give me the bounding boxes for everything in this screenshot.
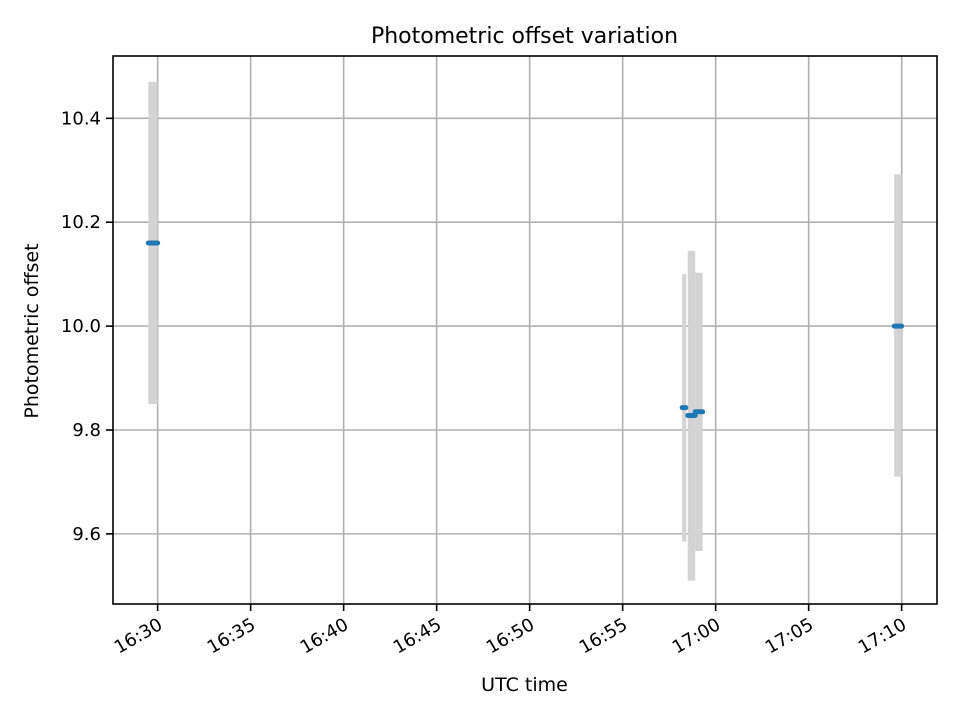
x-tick-label: 16:55 [576, 614, 631, 658]
x-tick-label: 16:45 [390, 614, 445, 658]
y-tick-label: 10.2 [61, 212, 101, 233]
y-axis-label: Photometric offset [21, 243, 43, 418]
x-tick-label: 16:30 [111, 614, 166, 658]
x-tick-label: 17:00 [669, 614, 724, 658]
y-tick-label: 9.6 [72, 524, 101, 545]
plot-frame [112, 55, 938, 605]
x-tick-label: 16:40 [297, 614, 352, 658]
x-tick-label: 17:10 [855, 614, 910, 658]
x-tick-label: 17:05 [762, 614, 817, 658]
x-axis-label: UTC time [481, 674, 568, 696]
data-point-layer [145, 240, 905, 418]
grid-layer [113, 56, 937, 604]
error-bar-layer [148, 81, 902, 581]
tick-layer: 16:30 16:35 16:40 16:45 16:50 16:55 17:00 17:05… [61, 108, 910, 658]
x-tick-label: 16:35 [204, 614, 259, 658]
y-tick-label: 10.4 [61, 108, 101, 129]
chart-title: Photometric offset variation [371, 24, 678, 49]
y-tick-label: 10.0 [61, 316, 101, 337]
x-tick-label: 16:50 [483, 614, 538, 658]
y-tick-label: 9.8 [72, 420, 101, 441]
